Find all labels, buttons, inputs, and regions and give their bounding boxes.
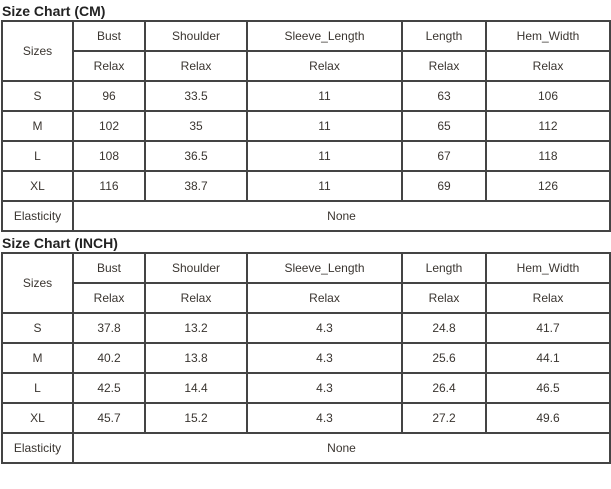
table-cell: 35	[144, 110, 248, 142]
table-cell: 65	[401, 110, 487, 142]
table-cell: 126	[485, 170, 611, 202]
table-cell: XL	[1, 170, 74, 202]
table-cell: 4.3	[246, 372, 403, 404]
size-chart-table: Sizes Bust Shoulder Sleeve_Length Length Hem_…	[1, 20, 611, 232]
table-cell: 38.7	[144, 170, 248, 202]
table-cell: 67	[401, 140, 487, 172]
elasticity-label: Elasticity	[1, 200, 74, 232]
table-row: XL 116 38.7 11 69 126	[1, 170, 611, 202]
column-header: Sleeve_Length	[246, 252, 403, 284]
table-cell: 108	[72, 140, 146, 172]
column-subheader: Relax	[246, 50, 403, 82]
column-header: Hem_Width	[485, 252, 611, 284]
column-header: Bust	[72, 252, 146, 284]
table-cell: 4.3	[246, 402, 403, 434]
table-row: S 37.8 13.2 4.3 24.8 41.7	[1, 312, 611, 344]
table-cell: 15.2	[144, 402, 248, 434]
table-cell: 13.8	[144, 342, 248, 374]
column-header: Hem_Width	[485, 20, 611, 52]
column-subheader: Relax	[485, 282, 611, 314]
table-cell: 63	[401, 80, 487, 112]
table-cell: 116	[72, 170, 146, 202]
column-header: Length	[401, 20, 487, 52]
elasticity-value: None	[72, 432, 611, 464]
table-cell: 118	[485, 140, 611, 172]
table-cell: M	[1, 342, 74, 374]
table-row: XL 45.7 15.2 4.3 27.2 49.6	[1, 402, 611, 434]
elasticity-row: Elasticity None	[1, 200, 611, 232]
header-row: Sizes Bust Shoulder Sleeve_Length Length Hem_…	[1, 20, 611, 82]
table-cell: 40.2	[72, 342, 146, 374]
table-cell: XL	[1, 402, 74, 434]
table-cell: 112	[485, 110, 611, 142]
table-cell: 4.3	[246, 312, 403, 344]
table-cell: 49.6	[485, 402, 611, 434]
table-cell: 106	[485, 80, 611, 112]
column-header: Sleeve_Length	[246, 20, 403, 52]
elasticity-value: None	[72, 200, 611, 232]
table-row: L 108 36.5 11 67 118	[1, 140, 611, 172]
table-cell: 46.5	[485, 372, 611, 404]
table-cell: 11	[246, 140, 403, 172]
table-row: S 96 33.5 11 63 106	[1, 80, 611, 112]
table-cell: 45.7	[72, 402, 146, 434]
table-row: L 42.5 14.4 4.3 26.4 46.5	[1, 372, 611, 404]
table-cell: 41.7	[485, 312, 611, 344]
table-cell: M	[1, 110, 74, 142]
table-cell: 14.4	[144, 372, 248, 404]
sizes-header: Sizes	[1, 252, 74, 314]
table-row: M 102 35 11 65 112	[1, 110, 611, 142]
table-cell: L	[1, 140, 74, 172]
column-header: Shoulder	[144, 20, 248, 52]
table-cell: 27.2	[401, 402, 487, 434]
size-chart-title: Size Chart (INCH)	[2, 235, 118, 251]
table-cell: 42.5	[72, 372, 146, 404]
column-header: Length	[401, 252, 487, 284]
table-cell: 36.5	[144, 140, 248, 172]
sizes-header: Sizes	[1, 20, 74, 82]
subheader-row: Relax Relax Relax Relax Relax	[2, 50, 611, 82]
table-cell: 33.5	[144, 80, 248, 112]
table-cell: 11	[246, 170, 403, 202]
column-subheader: Relax	[72, 282, 146, 314]
table-cell: 26.4	[401, 372, 487, 404]
table-cell: 11	[246, 110, 403, 142]
column-subheader: Relax	[485, 50, 611, 82]
header-row: Sizes Bust Shoulder Sleeve_Length Length Hem_…	[1, 252, 611, 314]
table-row: M 40.2 13.8 4.3 25.6 44.1	[1, 342, 611, 374]
table-cell: S	[1, 80, 74, 112]
table-cell: 25.6	[401, 342, 487, 374]
column-subheader: Relax	[246, 282, 403, 314]
column-header: Bust	[72, 20, 146, 52]
table-cell: 96	[72, 80, 146, 112]
size-chart-title: Size Chart (CM)	[2, 3, 106, 19]
size-chart-table: Sizes Bust Shoulder Sleeve_Length Length Hem_…	[1, 252, 611, 464]
column-subheader: Relax	[144, 50, 248, 82]
table-cell: 44.1	[485, 342, 611, 374]
table-cell: L	[1, 372, 74, 404]
elasticity-label: Elasticity	[1, 432, 74, 464]
column-subheader: Relax	[401, 282, 487, 314]
column-subheader: Relax	[144, 282, 248, 314]
column-header: Shoulder	[144, 252, 248, 284]
column-subheader: Relax	[72, 50, 146, 82]
table-cell: 37.8	[72, 312, 146, 344]
table-cell: S	[1, 312, 74, 344]
table-cell: 24.8	[401, 312, 487, 344]
elasticity-row: Elasticity None	[1, 432, 611, 464]
table-cell: 69	[401, 170, 487, 202]
subheader-row: Relax Relax Relax Relax Relax	[2, 282, 611, 314]
table-cell: 4.3	[246, 342, 403, 374]
column-subheader: Relax	[401, 50, 487, 82]
table-cell: 13.2	[144, 312, 248, 344]
table-cell: 11	[246, 80, 403, 112]
table-cell: 102	[72, 110, 146, 142]
